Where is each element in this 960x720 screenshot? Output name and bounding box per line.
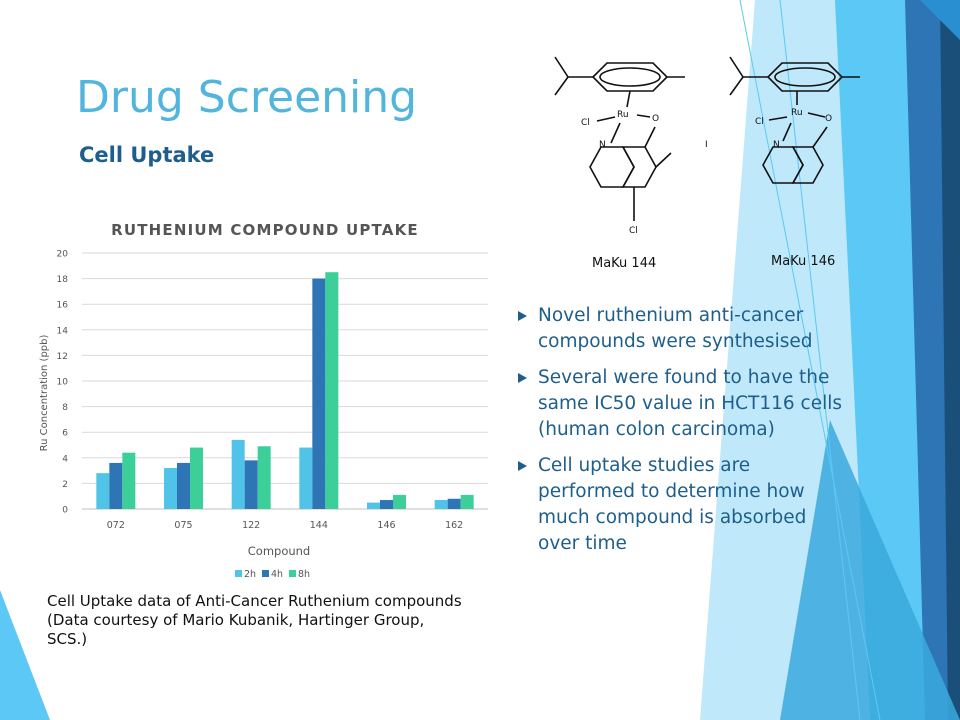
structure-name: MaKu 146 [771,254,835,269]
pyridine-ring [589,146,635,188]
bar-8h-122 [257,446,271,509]
bar-8h-072 [122,452,136,509]
atom-label: O [652,114,659,124]
atom-label: Ru [617,110,629,120]
deco-right-bottom [780,420,960,720]
bar-2h-146 [367,502,380,509]
atom-label: N [599,140,606,150]
phenol-ring [621,146,657,188]
legend-label: 8h [298,569,310,580]
atom-label: O [825,114,832,124]
aromatic-circle [599,67,661,87]
bar-4h-162 [447,498,461,509]
caption-line: (Data courtesy of Mario Kubanik, Harting… [47,611,425,629]
bar-2h-144 [299,447,313,509]
atom-label: Cl [629,226,638,236]
page-subtitle: Cell Uptake [79,143,215,167]
bar-8h-162 [460,494,474,509]
bullet-item: Several were found to have the same IC50… [518,365,878,443]
legend-swatch-4h [262,570,269,577]
bar-2h-072 [96,473,110,509]
structure-maku-144 [554,56,685,221]
bullet-item: Cell uptake studies are performed to det… [518,453,878,557]
chart-caption: Cell Uptake data of Anti-Cancer Rutheniu… [47,592,517,649]
structure-name: MaKu 144 [592,256,656,271]
caption-line: Cell Uptake data of Anti-Cancer Rutheniu… [47,592,462,610]
bar-4h-146 [380,500,393,509]
bullet-arrow-icon [518,373,527,383]
x-tick-label: 072 [107,520,125,531]
bullet-line: Novel ruthenium anti-cancer [538,305,804,326]
legend-swatch-2h [235,570,242,577]
bar-8h-146 [393,494,406,509]
y-tick-label: 12 [57,352,68,362]
cymene-ring [591,62,669,92]
bullet-line: Cell uptake studies are [538,455,751,476]
chart-title: RUTHENIUM COMPOUND UPTAKE [111,221,419,239]
phenol-ring [791,146,824,184]
y-tick-label: 10 [57,378,69,388]
bullet-line: over time [538,533,627,554]
bullet-arrow-icon [518,311,527,321]
deco-right-top [920,0,960,40]
bullet-line: compounds were synthesised [538,331,813,352]
pyridine-ring [762,146,804,184]
bar-4h-072 [109,462,123,509]
atom-label: Ru [791,108,803,118]
bullet-line: performed to determine how [538,481,805,502]
aromatic-circle [774,67,836,87]
x-axis-label: Compound [248,544,310,558]
bullet-line: Several were found to have the [538,367,830,388]
deco-line-1 [739,0,881,720]
bar-2h-075 [164,468,177,509]
x-tick-label: 144 [310,520,328,531]
deco-right-deep [940,0,960,720]
deco-left-strip [0,590,50,720]
y-tick-label: 0 [62,506,68,516]
bar-4h-144 [312,278,326,509]
bar-4h-122 [244,460,258,509]
y-tick-label: 2 [62,480,68,490]
caption-line: SCS.) [47,630,88,648]
bullet-item: Novel ruthenium anti-cancer compounds we… [518,303,878,355]
atom-label: Cl [581,118,590,128]
structure-maku-146 [729,56,860,184]
bullet-line: (human colon carcinoma) [538,419,775,440]
y-tick-label: 8 [62,403,68,413]
y-tick-label: 6 [62,429,68,439]
legend-swatch-8h [289,570,296,577]
atom-label: I [705,140,708,150]
y-tick-label: 4 [62,454,68,464]
bar-2h-122 [231,439,245,509]
atom-label: N [773,140,780,150]
bar-4h-075 [177,462,190,509]
cymene-ring [766,62,844,92]
page-title: Drug Screening [76,72,418,123]
y-tick-label: 16 [57,301,69,311]
chemical-structures: Ru Cl O N I Cl MaKu 144 Ru Cl O N M [554,56,860,271]
x-tick-label: 075 [174,520,192,531]
bar-2h-162 [434,500,448,509]
x-tick-label: 122 [242,520,260,531]
y-tick-label: 18 [57,275,69,285]
y-tick-label: 20 [57,250,69,260]
x-tick-label: 162 [445,520,463,531]
bullet-line: much compound is absorbed [538,507,807,528]
deco-line-2 [779,0,861,720]
uptake-bar-chart: RUTHENIUM COMPOUND UPTAKE 0 2 4 6 8 10 12 14 16 18… [39,221,488,580]
y-tick-label: 14 [57,326,69,336]
x-tick-label: 146 [377,520,395,531]
y-axis-label: Ru Concentration (ppb) [39,335,50,452]
bullet-line: same IC50 value in HCT116 cells [538,393,843,414]
bar-8h-144 [325,272,339,509]
bullet-arrow-icon [518,461,527,471]
atom-label: Cl [755,117,764,127]
legend-label: 4h [271,569,283,580]
bullet-list: Novel ruthenium anti-cancer compounds we… [518,303,878,567]
legend-label: 2h [244,569,256,580]
bar-8h-075 [190,447,203,509]
